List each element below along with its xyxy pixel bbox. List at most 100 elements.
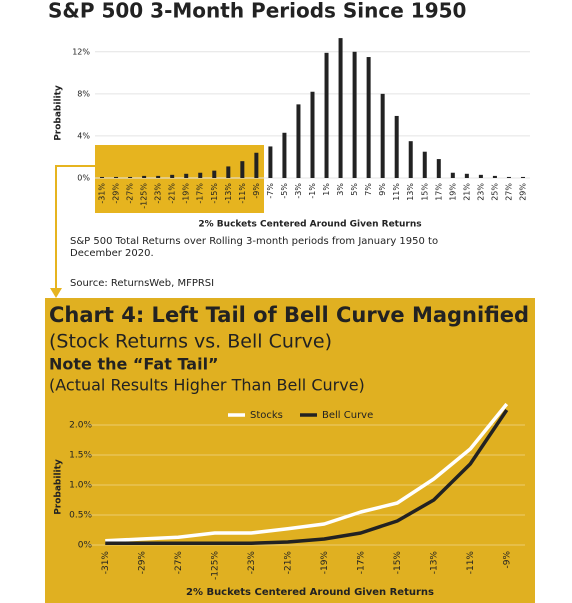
arrow [55, 165, 95, 290]
bar [142, 175, 147, 178]
x-tick-label: -17% [356, 551, 366, 575]
y-axis-label: Probability [54, 85, 64, 141]
bar [366, 57, 371, 179]
note-detail: (Actual Results Higher Than Bell Curve) [49, 376, 365, 395]
bar [170, 174, 175, 178]
x-tick-label: -7% [266, 183, 275, 199]
bar [282, 132, 287, 178]
y-tick-label: 4% [77, 131, 90, 140]
x-tick-label: 9% [378, 183, 387, 196]
x-tick-label: -31% [101, 551, 111, 575]
y-tick-label: 2.0% [69, 421, 92, 431]
source: Source: ReturnsWeb, MFPRSI [70, 278, 214, 289]
arrow-head [50, 288, 62, 298]
x-tick-label: -23% [247, 551, 257, 575]
line [105, 409, 509, 545]
chart-subtitle: (Stock Returns vs. Bell Curve) [49, 331, 332, 353]
x-tick-label: -17% [196, 183, 205, 204]
bar [198, 172, 203, 178]
bar [464, 173, 469, 178]
x-tick-label: 11% [392, 183, 401, 201]
x-tick-label: 27% [504, 183, 513, 201]
x-tick-label: 7% [364, 183, 373, 196]
note: Note the “Fat Tail” [49, 355, 219, 374]
x-tick-label: 21% [462, 183, 471, 201]
y-tick-label: 12% [72, 47, 90, 56]
x-tick-label: 13% [406, 183, 415, 201]
x-tick-label: -15% [210, 183, 219, 204]
bar [226, 166, 231, 178]
x-tick-label: -19% [182, 183, 191, 204]
bar [268, 146, 273, 178]
bar [324, 52, 329, 178]
y-tick-label: 1.5% [69, 451, 92, 461]
x-tick-label: -19% [320, 551, 330, 575]
y-tick-label: 1.0% [69, 481, 92, 491]
x-tick-label: -13% [224, 183, 233, 204]
bar [450, 172, 455, 178]
highlight-box [95, 145, 264, 213]
y-axis-label: Probability [54, 459, 64, 515]
x-axis-label: 2% Buckets Centered Around Given Returns [198, 220, 421, 230]
x-tick-label: -125% [140, 183, 149, 209]
bar [422, 151, 427, 178]
x-tick-label: 3% [336, 183, 345, 196]
y-tick-label: 0% [77, 174, 90, 183]
bar [478, 174, 483, 178]
bar [156, 175, 161, 178]
x-tick-label: 17% [434, 183, 443, 201]
bar [492, 175, 497, 178]
x-tick-label: -11% [238, 183, 247, 204]
line [105, 402, 509, 543]
y-tick-label: 0.5% [69, 511, 92, 521]
legend-label: Bell Curve [322, 410, 373, 421]
chart-title: Chart 4: Left Tail of Bell Curve Magnifi… [49, 303, 529, 327]
legend-label: Stocks [250, 410, 283, 421]
bar [338, 38, 343, 179]
x-tick-label: 15% [420, 183, 429, 201]
x-axis-label: 2% Buckets Centered Around Given Returns [186, 587, 434, 598]
panel [45, 298, 535, 603]
x-tick-label: -27% [174, 551, 184, 575]
bar [436, 159, 441, 178]
x-tick-label: -9% [252, 183, 261, 199]
bar [184, 173, 189, 178]
x-tick-label: 19% [448, 183, 457, 201]
x-tick-label: -1% [308, 183, 317, 199]
bar [394, 115, 399, 178]
bar [212, 170, 217, 178]
x-tick-label: -21% [283, 551, 293, 575]
x-tick-label: -3% [294, 183, 303, 199]
x-tick-label: -125% [210, 551, 220, 580]
x-tick-label: -11% [466, 551, 476, 575]
bar [520, 176, 525, 178]
bar [240, 161, 245, 178]
x-tick-label: 23% [476, 183, 485, 201]
x-tick-label: -13% [429, 551, 439, 575]
x-tick-label: -27% [126, 183, 135, 204]
bar [100, 176, 105, 178]
x-tick-label: -23% [154, 183, 163, 204]
chart-title: S&P 500 3-Month Periods Since 1950 [48, 0, 466, 23]
y-tick-label: 8% [77, 89, 90, 98]
bar [296, 104, 301, 178]
bar [310, 91, 315, 178]
bar [408, 141, 413, 178]
bar [128, 176, 133, 178]
x-tick-label: 29% [518, 183, 527, 201]
y-tick-label: 0% [78, 541, 93, 551]
x-tick-label: -29% [112, 183, 121, 204]
bar [114, 176, 119, 178]
x-tick-label: -29% [137, 551, 147, 575]
bar [380, 93, 385, 178]
x-tick-label: -21% [168, 183, 177, 204]
bar [506, 176, 511, 178]
caption: S&P 500 Total Returns over Rolling 3-mon… [70, 236, 439, 259]
caption-box: S&P 500 Total Returns over Rolling 3-mon… [70, 236, 439, 259]
bar [254, 152, 259, 178]
x-tick-label: -9% [502, 551, 512, 569]
x-tick-label: -5% [280, 183, 289, 199]
x-tick-label: 5% [350, 183, 359, 196]
